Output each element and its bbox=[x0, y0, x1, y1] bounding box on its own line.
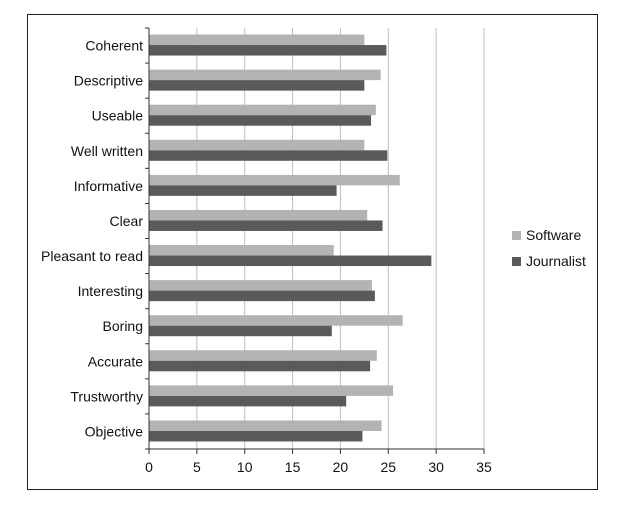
category-label: Informative bbox=[74, 178, 143, 194]
bar-journalist-objective bbox=[149, 430, 363, 442]
x-tick-label: 10 bbox=[237, 459, 253, 475]
bar-software-interesting bbox=[149, 280, 373, 291]
bar-software-objective bbox=[149, 420, 382, 431]
bar-journalist-well-written bbox=[149, 150, 388, 161]
chart-frame: 0 5 10 15 20 25 30 35 Coherent Descriptive Useable… bbox=[27, 14, 598, 490]
bar-journalist-trustworthy bbox=[149, 395, 347, 407]
bar-software-informative bbox=[149, 174, 400, 186]
bar-software-descriptive bbox=[149, 69, 381, 81]
category-label: Coherent bbox=[85, 38, 143, 54]
x-tick-label: 15 bbox=[285, 459, 301, 475]
bar-software-boring bbox=[149, 315, 403, 326]
legend-swatch-journalist bbox=[512, 257, 521, 266]
legend-label-journalist: Journalist bbox=[526, 253, 586, 269]
x-tick-label: 5 bbox=[193, 459, 201, 475]
bar-chart: 0 5 10 15 20 25 30 35 Coherent Descriptive Useable… bbox=[41, 27, 586, 475]
bar-journalist-informative bbox=[149, 185, 337, 196]
category-label: Pleasant to read bbox=[41, 248, 143, 264]
category-label: Trustworthy bbox=[70, 388, 143, 404]
legend-swatch-software bbox=[512, 231, 521, 240]
category-label: Interesting bbox=[78, 283, 143, 299]
category-label: Useable bbox=[92, 108, 144, 124]
bar-software-well-written bbox=[149, 139, 365, 151]
x-tick-label: 0 bbox=[145, 459, 153, 475]
bar-software-accurate bbox=[149, 350, 377, 361]
x-tick-label: 25 bbox=[380, 459, 396, 475]
x-tick-label: 20 bbox=[333, 459, 349, 475]
legend-label-software: Software bbox=[526, 227, 581, 243]
bar-software-clear bbox=[149, 209, 368, 221]
x-tick-label: 35 bbox=[476, 459, 492, 475]
category-label: Well written bbox=[71, 143, 143, 159]
bar-software-trustworthy bbox=[149, 385, 394, 396]
bar-journalist-pleasant-to-read bbox=[149, 255, 432, 267]
bar-software-pleasant-to-read bbox=[149, 245, 334, 256]
category-label: Descriptive bbox=[74, 73, 143, 89]
bar-software-useable bbox=[149, 104, 376, 116]
category-label: Clear bbox=[110, 213, 144, 229]
bar-journalist-clear bbox=[149, 220, 383, 231]
category-label: Boring bbox=[103, 318, 143, 334]
x-tick-label: 30 bbox=[428, 459, 444, 475]
bar-journalist-interesting bbox=[149, 290, 375, 302]
bar-journalist-useable bbox=[149, 115, 372, 126]
bar-software-coherent bbox=[149, 34, 365, 46]
bar-journalist-accurate bbox=[149, 360, 371, 372]
bar-journalist-descriptive bbox=[149, 80, 365, 91]
bar-journalist-boring bbox=[149, 325, 332, 337]
category-label: Objective bbox=[85, 423, 144, 439]
bar-journalist-coherent bbox=[149, 45, 387, 56]
category-label: Accurate bbox=[88, 353, 143, 369]
